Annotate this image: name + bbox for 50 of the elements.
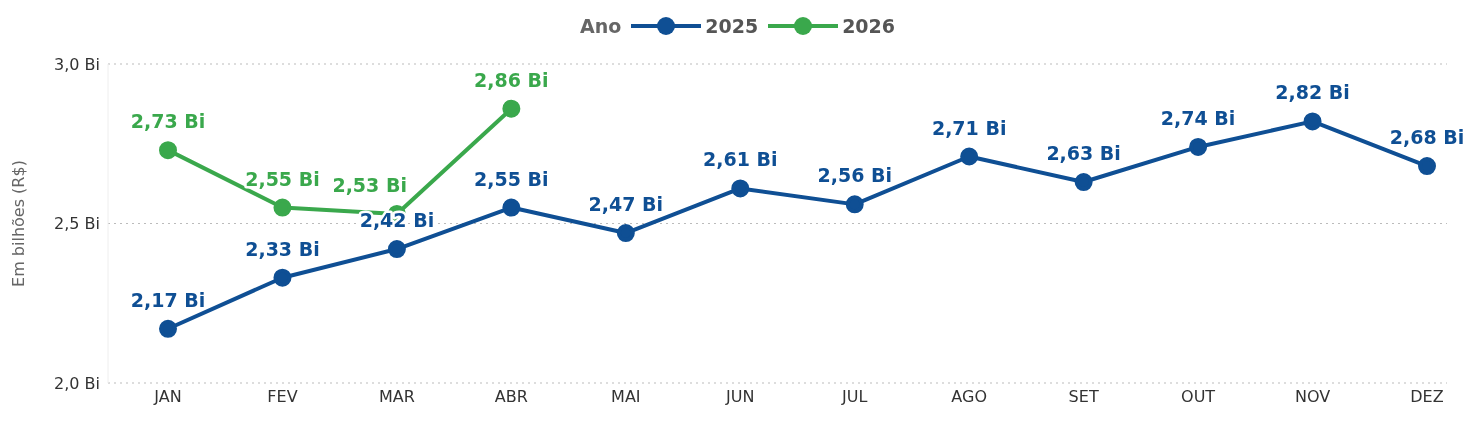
point [273,198,292,217]
x-tick-label: JUN [725,387,755,407]
point [273,268,292,287]
data-label: 2,82 Bi [1275,81,1350,104]
x-tick-label: OUT [1181,387,1216,407]
point [1418,157,1436,176]
data-label: 2,56 Bi [817,164,892,187]
y-axis-title: Em bilhões (R$) [8,160,28,287]
data-label: 2,33 Bi [245,237,320,260]
x-tick-label: SET [1068,387,1099,407]
data-label: 2,86 Bi [474,68,549,91]
point [960,147,979,166]
data-label: 2,55 Bi [474,167,549,190]
data-label: 2,42 Bi [359,209,435,232]
data-label: 2,47 Bi [588,193,664,216]
y-tick-label: 2,5 Bi [54,214,100,234]
data-label: 2,74 Bi [1160,106,1236,129]
point [387,240,406,259]
x-tick-label: MAR [378,387,415,407]
data-label: 2,61 Bi [703,148,778,171]
data-label: 2,73 Bi [130,110,206,133]
point [159,141,177,160]
x-tick-label: FEV [267,387,298,407]
x-tick-label: MAI [611,387,641,407]
point [502,198,521,217]
x-tick-label: DEZ [1410,387,1444,407]
legend-label: 2026 [841,15,896,37]
data-label: 2,68 Bi [1389,126,1465,149]
data-label: 2,53 Bi [332,173,407,196]
x-tick-label: ABR [494,387,528,407]
x-tick-label: JAN [153,387,182,407]
y-tick-label: 2,0 Bi [54,373,100,393]
point [1189,137,1208,156]
point [1074,173,1093,192]
point [616,224,635,243]
y-tick-label: 3,0 Bi [54,54,100,74]
point [731,179,750,198]
x-tick-label: AGO [951,387,988,407]
data-label: 2,71 Bi [931,116,1007,139]
point [845,195,864,214]
point [159,319,177,338]
data-label: 2,17 Bi [130,288,206,311]
legend-title: Ano [579,15,622,37]
legend-label: 2025 [704,15,759,37]
point [1303,112,1322,131]
x-tick-label: JUL [841,387,868,407]
data-label: 2,63 Bi [1046,142,1121,165]
data-label: 2,55 Bi [245,167,320,190]
point [502,99,521,118]
x-tick-label: NOV [1294,387,1331,407]
